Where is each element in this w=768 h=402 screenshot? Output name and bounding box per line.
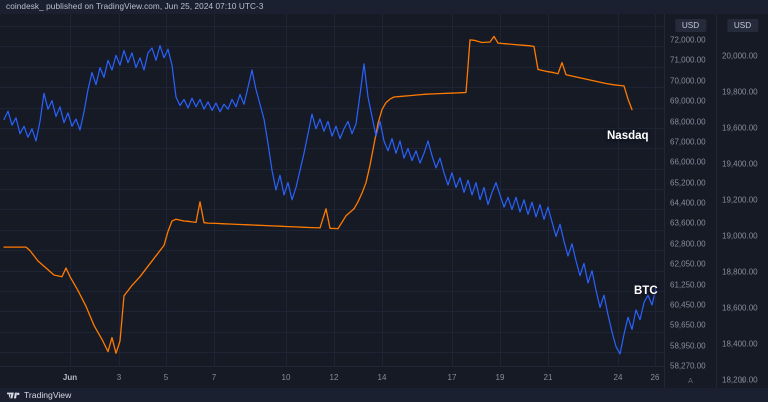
axis-a-tick: 62,050.00: [670, 259, 706, 269]
axis-a-tick: 71,000.00: [670, 55, 706, 65]
time-axis-tick: 17: [447, 373, 457, 382]
plot-area: Nasdaq BTC: [0, 14, 664, 366]
axis-a-unit-pill[interactable]: USD: [674, 19, 707, 32]
price-axis-b[interactable]: USD 20,000.00 19,800.00 19,600.00 19,400.00…: [716, 14, 768, 388]
time-axis[interactable]: Jun 3 5 7 10 12 14 17 19 21 24 26: [0, 366, 664, 388]
gridline-h: [0, 332, 664, 333]
tradingview-wordmark: TradingView: [24, 390, 72, 400]
gridline-v: [70, 14, 71, 366]
gridline-h: [0, 250, 664, 251]
time-axis-tick: 5: [163, 373, 169, 382]
axis-b-tick: 19,200.00: [722, 195, 758, 205]
gridline-h: [0, 169, 664, 170]
tradingview-mark-icon: [7, 392, 20, 399]
gridline-v: [548, 14, 549, 366]
gridline-h: [0, 311, 664, 312]
axis-a-tick: 62,800.00: [670, 239, 706, 249]
time-axis-tick: 14: [377, 373, 387, 382]
axis-a-tick: 60,450.00: [670, 300, 706, 310]
axis-a-tick: 65,200.00: [670, 178, 706, 188]
time-axis-tick: 19: [495, 373, 505, 382]
axis-b-scale-id[interactable]: B: [739, 376, 746, 385]
gridline-h: [0, 128, 664, 129]
axis-b-unit-pill[interactable]: USD: [726, 19, 759, 32]
axis-a-scale-id[interactable]: A: [687, 376, 694, 385]
gridline-v: [334, 14, 335, 366]
footer-bar: TradingView: [0, 388, 768, 402]
series-line-btc: [3, 45, 657, 355]
gridline-v: [119, 14, 120, 366]
series-line-nasdaq: [3, 35, 633, 354]
axis-a-tick: 68,000.00: [670, 117, 706, 126]
time-axis-tick: 24: [613, 373, 623, 382]
gridline-h: [0, 46, 664, 47]
price-axis-a[interactable]: USD 72,000.00 71,000.00 70,000.00 69,000.00…: [664, 14, 716, 388]
gridline-v: [500, 14, 501, 366]
time-axis-tick: Jun: [62, 373, 78, 382]
axis-a-tick: 66,000.00: [670, 157, 706, 167]
axis-b-tick: 19,600.00: [722, 123, 758, 133]
time-axis-tick: 12: [329, 373, 339, 382]
time-axis-tick: 10: [281, 373, 291, 382]
time-axis-tick: 21: [543, 373, 553, 382]
axis-a-tick: 72,000.00: [670, 35, 706, 45]
series-label-btc: BTC: [634, 285, 658, 297]
axis-b-tick: 19,400.00: [722, 159, 758, 169]
axis-a-tick: 69,000.00: [670, 96, 706, 106]
gridline-h: [0, 291, 664, 292]
axis-a-tick: 58,270.00: [670, 361, 706, 371]
gridline-v: [286, 14, 287, 366]
gridline-v: [166, 14, 167, 366]
gridline-h: [0, 271, 664, 272]
axis-b-tick: 18,600.00: [722, 303, 758, 313]
gridline-v: [452, 14, 453, 366]
gridline-v: [618, 14, 619, 366]
axis-a-tick: 59,650.00: [670, 320, 706, 330]
grid-lines: [0, 14, 664, 366]
axis-a-tick: 61,250.00: [670, 280, 706, 289]
gridline-h: [0, 189, 664, 190]
axis-b-tick: 18,400.00: [722, 339, 758, 349]
series-label-nasdaq: Nasdaq: [607, 130, 649, 142]
tradingview-logo[interactable]: TradingView: [7, 391, 71, 400]
attribution-bar: coindesk_ published on TradingView.com, …: [0, 0, 768, 14]
axis-b-tick: 18,800.00: [722, 267, 758, 277]
gridline-h: [0, 67, 664, 68]
gridline-h: [0, 352, 664, 353]
axis-b-tick: 19,800.00: [722, 87, 758, 97]
gridline-v: [214, 14, 215, 366]
gridline-v: [655, 14, 656, 366]
gridline-v: [382, 14, 383, 366]
axis-b-tick: 18,200.00: [722, 375, 758, 385]
axis-a-tick: 67,000.00: [670, 137, 706, 147]
series-layer: [0, 14, 664, 366]
time-axis-tick: 26: [650, 373, 660, 382]
gridline-h: [0, 148, 664, 149]
gridline-h: [0, 26, 664, 27]
axis-a-tick: 70,000.00: [670, 76, 706, 86]
time-axis-tick: 7: [211, 373, 217, 382]
axis-b-tick: 19,000.00: [722, 231, 758, 241]
time-axis-tick: 3: [116, 373, 122, 382]
gridline-h: [0, 209, 664, 210]
axis-a-tick: 58,950.00: [670, 341, 706, 351]
gridline-h: [0, 230, 664, 231]
axis-b-tick: 20,000.00: [722, 51, 758, 61]
gridline-h: [0, 87, 664, 88]
axis-a-tick: 63,600.00: [670, 218, 706, 228]
gridline-h: [0, 108, 664, 109]
axis-a-tick: 64,400.00: [670, 198, 706, 208]
